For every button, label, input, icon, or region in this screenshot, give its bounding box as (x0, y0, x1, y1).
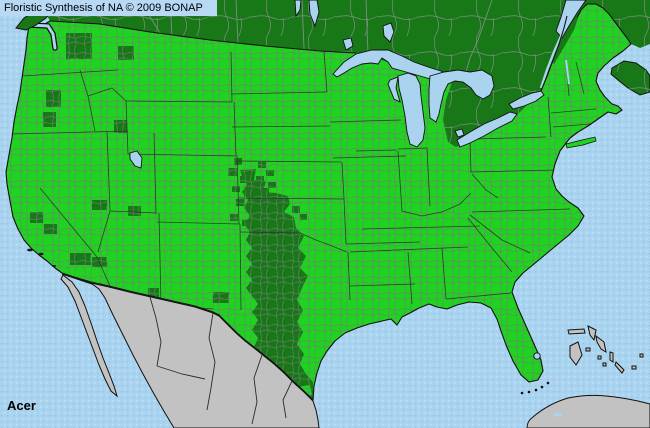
channel-islands (27, 248, 56, 267)
baja-california (60, 274, 118, 398)
caribbean-islands (520, 325, 650, 428)
taxon-name-label: Acer (7, 398, 36, 413)
great-salt-lake (129, 150, 143, 169)
mexico-state-borders (149, 296, 293, 425)
lake-okeechobee (533, 352, 541, 360)
us-canada-border (49, 20, 357, 54)
long-island (565, 136, 597, 149)
lake-ontario (508, 90, 545, 110)
lake-erie (456, 111, 518, 148)
lake-huron (428, 69, 495, 123)
lake-winnipegosis (294, 0, 302, 18)
cuba (526, 394, 650, 428)
mexico-region (60, 273, 320, 428)
lake-nipigon (382, 22, 395, 43)
map-title: Floristic Synthesis of NA © 2009 BONAP (4, 2, 203, 14)
mexico-mainland (61, 273, 320, 428)
ne-us-canada-border (540, 15, 568, 92)
st-lawrence-river (539, 33, 564, 89)
bahamas (567, 325, 644, 374)
lake-superior (332, 49, 449, 82)
lake-champlain (565, 59, 570, 85)
lake-winnipeg (308, 0, 320, 28)
lake-of-the-woods (342, 37, 354, 51)
lake-st-clair (454, 128, 465, 138)
puget-sound (28, 23, 57, 50)
florida-keys (520, 381, 550, 395)
map-title-bar: Floristic Synthesis of NA © 2009 BONAP (0, 0, 217, 16)
lake-michigan (397, 72, 426, 148)
